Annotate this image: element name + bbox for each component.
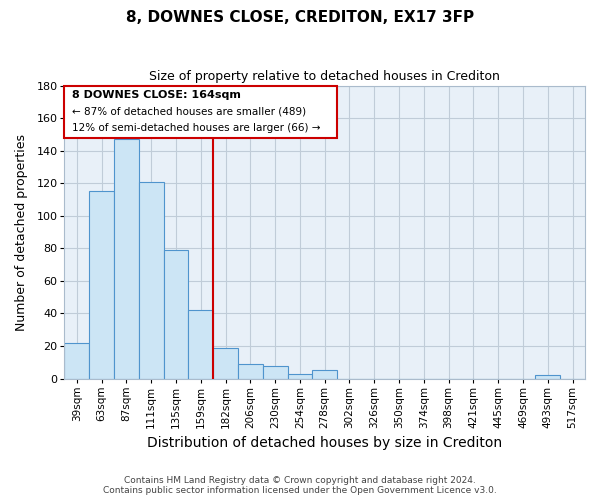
X-axis label: Distribution of detached houses by size in Crediton: Distribution of detached houses by size …	[147, 436, 502, 450]
Text: 8, DOWNES CLOSE, CREDITON, EX17 3FP: 8, DOWNES CLOSE, CREDITON, EX17 3FP	[126, 10, 474, 25]
Bar	[213, 348, 238, 378]
Bar	[164, 250, 188, 378]
Bar	[64, 86, 337, 138]
Bar	[64, 343, 89, 378]
Bar	[238, 364, 263, 378]
Bar	[114, 140, 139, 378]
Title: Size of property relative to detached houses in Crediton: Size of property relative to detached ho…	[149, 70, 500, 83]
Text: Contains HM Land Registry data © Crown copyright and database right 2024.
Contai: Contains HM Land Registry data © Crown c…	[103, 476, 497, 495]
Text: 8 DOWNES CLOSE: 164sqm: 8 DOWNES CLOSE: 164sqm	[72, 90, 241, 101]
Bar	[313, 370, 337, 378]
Bar	[287, 374, 313, 378]
Y-axis label: Number of detached properties: Number of detached properties	[15, 134, 28, 330]
Text: ← 87% of detached houses are smaller (489): ← 87% of detached houses are smaller (48…	[72, 106, 306, 117]
Bar	[535, 376, 560, 378]
Bar	[139, 182, 164, 378]
Text: 12% of semi-detached houses are larger (66) →: 12% of semi-detached houses are larger (…	[72, 123, 320, 133]
Bar	[89, 192, 114, 378]
Bar	[263, 366, 287, 378]
Bar	[188, 310, 213, 378]
